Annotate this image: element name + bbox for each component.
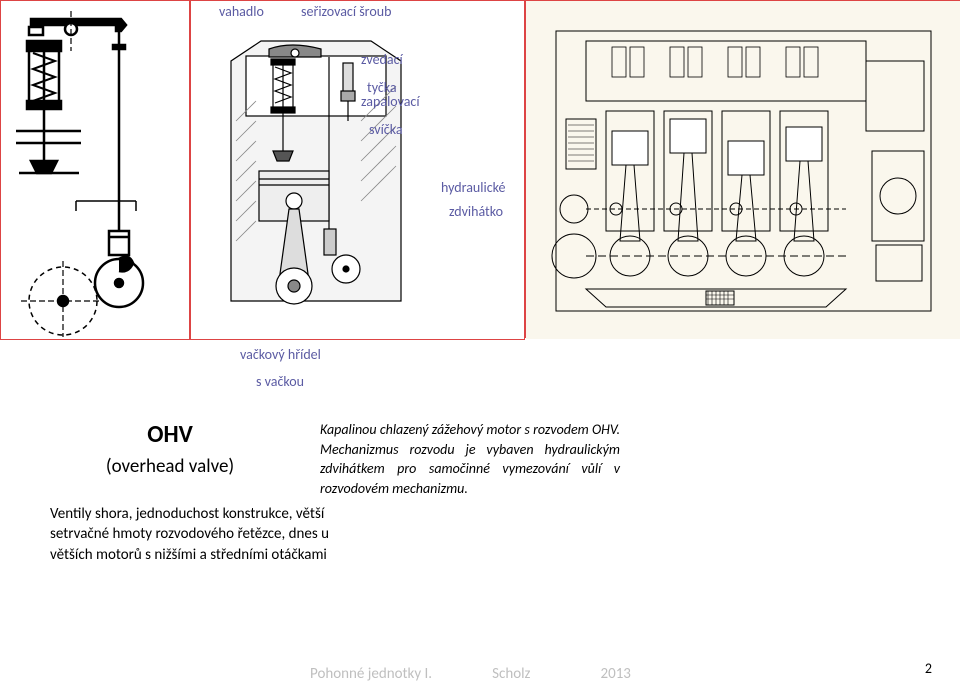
caption-column: Kapalinou chlazený zážehový motor s rozv… — [310, 420, 630, 565]
ohv-subtitle: (overhead valve) — [50, 455, 290, 478]
label-zvedaci: zvedací — [361, 51, 403, 68]
label-zapalovaci: zapalovací — [361, 93, 420, 110]
ohv-title: OHV — [50, 420, 290, 449]
footer-year: 2013 — [601, 665, 631, 683]
label-zdvihatko: zdvihátko — [449, 203, 503, 220]
footer-page: 2 — [925, 660, 932, 677]
footer-author: Scholz — [492, 665, 530, 683]
diagram-engine-cutaway: vahadlo seřizovací šroub zvedací tyčka z… — [190, 0, 525, 340]
label-vahadlo: vahadlo — [219, 3, 264, 20]
diagram-ohv-schematic — [0, 0, 190, 340]
content-row: OHV (overhead valve) Ventily shora, jedn… — [0, 420, 960, 565]
footer-title: Pohonné jednotky I. — [310, 665, 432, 683]
mid-labels: vačkový hřídel s vačkou — [0, 340, 960, 390]
label-serizovaci: seřizovací šroub — [301, 3, 391, 20]
label-vackovy-hridel: vačkový hřídel — [240, 346, 321, 363]
label-s-vackou: s vačkou — [256, 373, 321, 390]
engine-caption: Kapalinou chlazený zážehový motor s rozv… — [320, 420, 620, 498]
label-svicka: svíčka — [369, 121, 403, 138]
ohv-description: Ventily shora, jednoduchost konstrukce, … — [50, 504, 350, 565]
footer: Pohonné jednotky I. Scholz 2013 2 — [0, 665, 960, 683]
ohv-column: OHV (overhead valve) Ventily shora, jedn… — [50, 420, 310, 565]
label-hydraulicke: hydraulické — [441, 179, 506, 196]
diagram-full-engine — [525, 0, 960, 338]
top-diagram-row: vahadlo seřizovací šroub zvedací tyčka z… — [0, 0, 960, 340]
